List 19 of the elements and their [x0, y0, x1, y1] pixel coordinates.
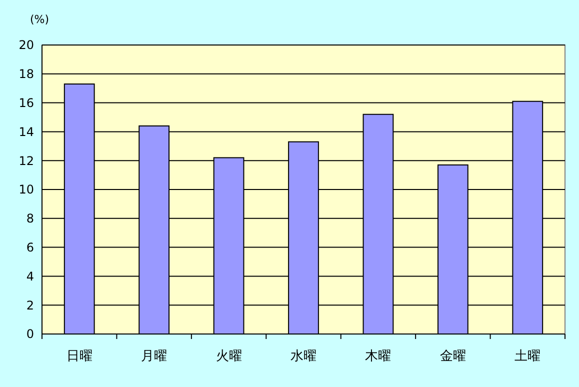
y-tick-label: 16: [18, 96, 34, 110]
x-tick-label: 日曜: [66, 349, 92, 364]
x-tick-label: 火曜: [216, 349, 242, 364]
y-axis-title: (%): [30, 13, 50, 26]
x-tick-label: 土曜: [514, 349, 541, 364]
y-tick-label: 20: [18, 38, 34, 52]
y-tick-label: 10: [18, 182, 34, 197]
y-tick-label: 0: [26, 327, 34, 342]
y-tick-label: 6: [26, 240, 34, 254]
y-tick-label: 8: [26, 212, 34, 226]
x-tick-label: 月曜: [141, 349, 168, 364]
x-tick-label: 木曜: [365, 349, 392, 364]
y-tick-label: 18: [18, 67, 34, 82]
y-tick-label: 12: [18, 154, 34, 168]
y-tick-label: 2: [26, 298, 34, 312]
x-tick-label: 金曜: [440, 349, 466, 364]
y-tick-label: 4: [26, 269, 34, 284]
y-tick-label: 14: [18, 124, 34, 139]
x-tick-label: 水曜: [290, 349, 316, 364]
